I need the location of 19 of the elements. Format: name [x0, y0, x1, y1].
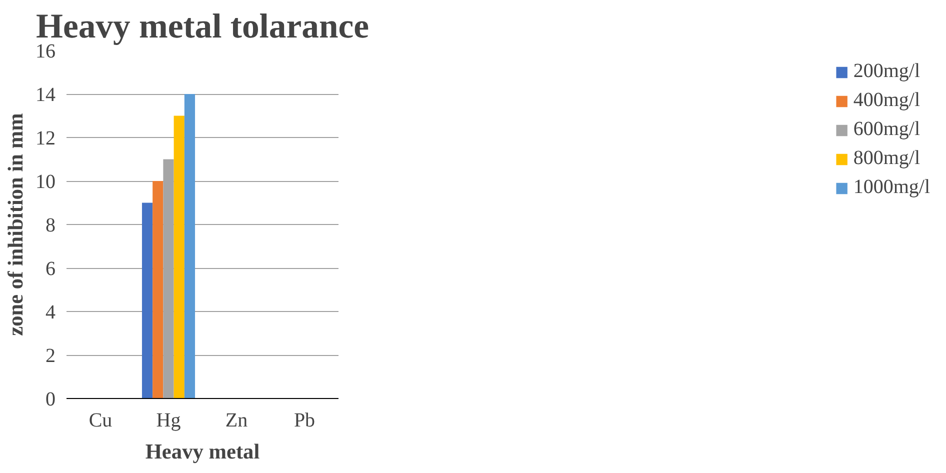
x-tick-label: Pb [294, 410, 316, 432]
legend-label: 200mg/l [853, 60, 920, 83]
y-tick-label: 4 [46, 302, 56, 324]
y-axis-title: zone of inhibition in mm [4, 112, 28, 336]
x-tick-label: Cu [88, 410, 112, 432]
y-tick-label: 6 [46, 258, 56, 280]
x-tick-label: Hg [156, 410, 181, 432]
legend-label: 800mg/l [853, 147, 920, 170]
y-tick-label: 2 [46, 345, 56, 367]
y-tick-label: 8 [46, 214, 56, 236]
legend-label: 1000mg/l [853, 176, 930, 199]
legend-label: 400mg/l [853, 89, 920, 112]
y-tick-label: 12 [36, 128, 56, 150]
y-tick-label: 0 [46, 388, 56, 410]
x-axis-title: Heavy metal [145, 440, 260, 464]
legend-label: 600mg/l [853, 118, 920, 141]
y-tick-label: 10 [36, 171, 56, 193]
y-tick-label: 14 [36, 84, 56, 106]
x-tick-label: Zn [225, 410, 248, 432]
